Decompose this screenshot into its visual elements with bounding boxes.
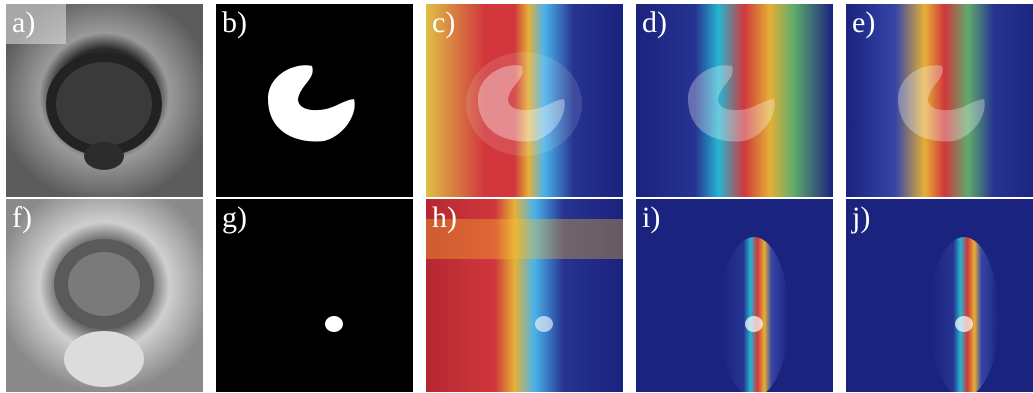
panel-label: j) bbox=[852, 201, 871, 234]
panel-label: i) bbox=[642, 201, 661, 234]
panel-c: c) bbox=[426, 4, 623, 197]
panel-e: e) bbox=[846, 4, 1033, 197]
panel-h: h) bbox=[426, 199, 623, 392]
panel-label: h) bbox=[432, 201, 457, 234]
heatmap-overlay bbox=[426, 4, 623, 197]
panel-i: i) bbox=[636, 199, 833, 392]
panel-g: g) bbox=[216, 199, 413, 392]
heatmap-overlay bbox=[636, 199, 833, 392]
panel-label: d) bbox=[642, 6, 667, 39]
heatmap-overlay bbox=[846, 199, 1033, 392]
panel-label: g) bbox=[222, 201, 247, 234]
panel-f: f) bbox=[6, 199, 203, 392]
heatmap-overlay bbox=[846, 4, 1033, 197]
heatmap-overlay bbox=[426, 199, 623, 392]
heatmap-overlay bbox=[636, 4, 833, 197]
panel-a: a) bbox=[6, 4, 203, 197]
panel-label: c) bbox=[432, 6, 456, 39]
segmentation-mask bbox=[216, 4, 413, 197]
segmentation-mask bbox=[216, 199, 413, 392]
panel-label: b) bbox=[222, 6, 247, 39]
panel-label: e) bbox=[852, 6, 876, 39]
mri-image bbox=[6, 4, 203, 197]
panel-j: j) bbox=[846, 199, 1033, 392]
panel-b: b) bbox=[216, 4, 413, 197]
panel-label: f) bbox=[12, 201, 32, 234]
panel-d: d) bbox=[636, 4, 833, 197]
mri-image bbox=[6, 199, 203, 392]
panel-label: a) bbox=[12, 6, 36, 39]
